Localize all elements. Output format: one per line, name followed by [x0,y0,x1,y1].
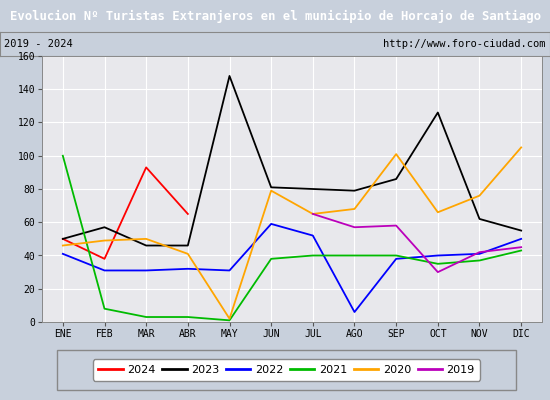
Legend: 2024, 2023, 2022, 2021, 2020, 2019: 2024, 2023, 2022, 2021, 2020, 2019 [93,360,480,380]
Text: http://www.foro-ciudad.com: http://www.foro-ciudad.com [383,39,546,49]
Text: 2019 - 2024: 2019 - 2024 [4,39,73,49]
Text: Evolucion Nº Turistas Extranjeros en el municipio de Horcajo de Santiago: Evolucion Nº Turistas Extranjeros en el … [9,10,541,22]
